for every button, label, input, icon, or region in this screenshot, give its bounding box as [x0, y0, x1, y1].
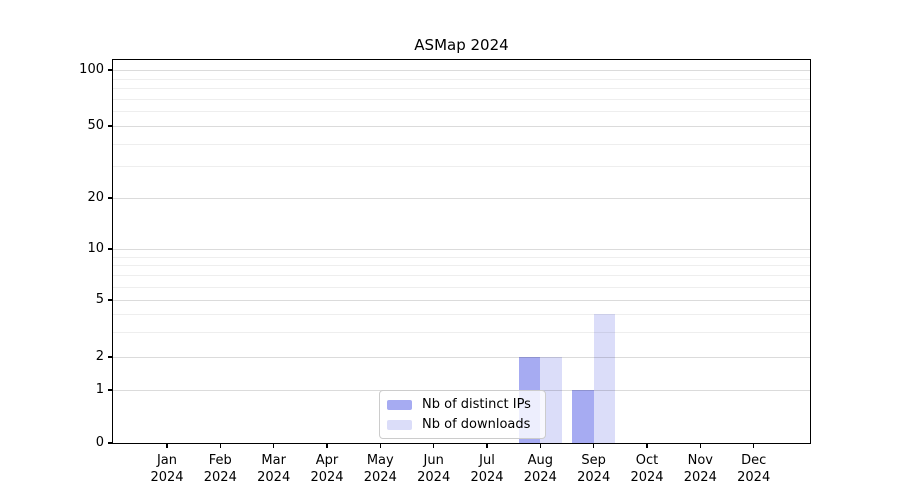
bar-nb-of-distinct-ips-sep-2024: [572, 390, 594, 443]
y-tick-label-100: 100: [79, 62, 104, 77]
gridline-major-20: [113, 198, 810, 199]
gridline-major-2: [113, 357, 810, 358]
gridline-minor-80: [113, 88, 810, 89]
y-tick-label-5: 5: [95, 292, 104, 307]
gridline-major-100: [113, 70, 810, 71]
x-tick-label-aug: Aug 2024: [508, 452, 572, 486]
x-tick-label-may: May 2024: [348, 452, 412, 486]
y-tick-mark-20: [108, 197, 113, 199]
legend-item-1: Nb of distinct IPs: [387, 396, 538, 414]
x-tick-month: Oct: [635, 453, 659, 468]
x-tick-mark-9: [593, 443, 595, 448]
y-tick-mark-2: [108, 356, 113, 358]
gridline-major-50: [113, 126, 810, 127]
legend-item-2: Nb of downloads: [387, 416, 538, 434]
y-tick-mark-10: [108, 248, 113, 250]
x-tick-year: 2024: [257, 470, 291, 485]
x-tick-label-jan: Jan 2024: [135, 452, 199, 486]
x-tick-label-oct: Oct 2024: [615, 452, 679, 486]
x-tick-year: 2024: [523, 470, 557, 485]
x-tick-label-dec: Dec 2024: [722, 452, 786, 486]
x-tick-month: May: [366, 453, 394, 468]
x-tick-mark-8: [539, 443, 541, 448]
gridline-minor-30: [113, 166, 810, 168]
gridline-minor-8: [113, 265, 810, 267]
y-tick-label-1: 1: [95, 382, 104, 397]
legend-swatch-2: [387, 420, 412, 430]
gridline-minor-3: [113, 331, 810, 333]
x-tick-year: 2024: [577, 470, 611, 485]
x-tick-month: Feb: [208, 453, 232, 468]
gridline-minor-90: [113, 78, 810, 80]
gridline-minor-60: [113, 111, 810, 113]
y-tick-mark-100: [108, 69, 113, 71]
x-tick-year: 2024: [203, 470, 237, 485]
legend-items: Nb of distinct IPs Nb of downloads: [387, 396, 538, 434]
x-tick-year: 2024: [630, 470, 664, 485]
y-tick-label-10: 10: [87, 241, 104, 256]
x-tick-year: 2024: [150, 470, 184, 485]
x-tick-mark-7: [486, 443, 488, 448]
x-tick-mark-3: [273, 443, 275, 448]
legend-label-1: Nb of distinct IPs: [422, 397, 531, 412]
x-tick-mark-11: [699, 443, 701, 448]
x-tick-month: Jul: [479, 453, 495, 468]
x-tick-year: 2024: [363, 470, 397, 485]
legend: Nb of distinct IPs Nb of downloads: [379, 390, 546, 439]
x-tick-mark-4: [326, 443, 328, 448]
x-tick-month: Aug: [527, 453, 553, 468]
y-tick-mark-50: [108, 125, 113, 127]
gridline-minor-6: [113, 286, 810, 288]
gridline-major-5: [113, 300, 810, 301]
gridline-minor-4: [113, 313, 810, 315]
y-tick-mark-1: [108, 389, 113, 391]
x-tick-mark-10: [646, 443, 648, 448]
y-tick-mark-5: [108, 299, 113, 301]
x-tick-label-apr: Apr 2024: [295, 452, 359, 486]
x-tick-mark-5: [379, 443, 381, 448]
x-tick-mark-6: [433, 443, 435, 448]
y-tick-label-2: 2: [95, 349, 104, 364]
legend-swatch-1: [387, 400, 412, 410]
x-tick-year: 2024: [683, 470, 717, 485]
gridline-minor-9: [113, 256, 810, 258]
x-tick-month: Nov: [687, 453, 713, 468]
x-tick-year: 2024: [470, 470, 504, 485]
x-tick-label-sep: Sep 2024: [562, 452, 626, 486]
y-tick-mark-0: [108, 442, 113, 444]
x-tick-label-mar: Mar 2024: [242, 452, 306, 486]
x-tick-month: Mar: [261, 453, 286, 468]
gridline-minor-70: [113, 98, 810, 100]
plot-area: [113, 60, 810, 443]
y-tick-label-20: 20: [87, 190, 104, 205]
x-tick-mark-2: [219, 443, 221, 448]
x-tick-label-jul: Jul 2024: [455, 452, 519, 486]
x-tick-month: Jan: [156, 453, 178, 468]
y-tick-label-0: 0: [95, 435, 104, 450]
x-tick-mark-1: [166, 443, 168, 448]
y-tick-label-50: 50: [87, 118, 104, 133]
x-tick-year: 2024: [737, 470, 771, 485]
bar-nb-of-downloads-sep-2024: [593, 313, 616, 443]
x-tick-month: Jun: [423, 453, 444, 468]
legend-label-2: Nb of downloads: [422, 417, 531, 432]
x-tick-label-jun: Jun 2024: [402, 452, 466, 486]
x-tick-label-feb: Feb 2024: [188, 452, 252, 486]
gridline-major-10: [113, 249, 810, 250]
x-tick-label-nov: Nov 2024: [668, 452, 732, 486]
x-tick-month: Apr: [315, 453, 339, 468]
gridline-minor-40: [113, 143, 810, 145]
chart-title: ASMap 2024: [414, 36, 509, 54]
x-tick-year: 2024: [310, 470, 344, 485]
gridline-minor-7: [113, 275, 810, 277]
x-tick-year: 2024: [417, 470, 451, 485]
x-tick-month: Sep: [581, 453, 606, 468]
x-tick-mark-12: [753, 443, 755, 448]
x-tick-month: Dec: [741, 453, 767, 468]
